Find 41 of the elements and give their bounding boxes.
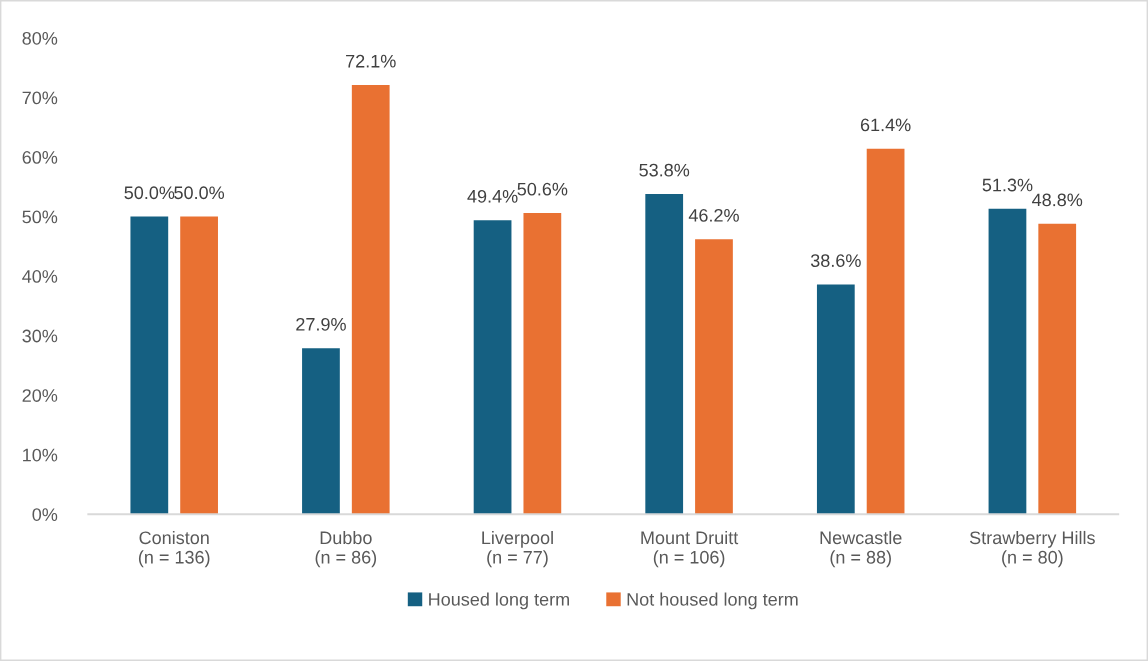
data-label: 50.6%: [517, 182, 568, 196]
y-tick-label: 0%: [32, 508, 58, 521]
y-tick-label: 10%: [23, 448, 58, 462]
y-tick-label: 80%: [22, 31, 58, 45]
data-label: 46.2%: [688, 208, 739, 222]
y-tick-label: 60%: [22, 151, 58, 164]
x-tick-label: Mount Druitt (n = 106): [641, 530, 739, 568]
bar: [645, 193, 684, 515]
y-tick-label: 40%: [22, 270, 58, 283]
bar: [816, 284, 855, 515]
y-tick-label: 20%: [22, 389, 58, 402]
bar: [695, 239, 733, 515]
data-label: 61.4%: [860, 118, 911, 132]
data-label: 50.0%: [124, 186, 175, 200]
x-tick-label: Coniston (n = 136): [138, 530, 210, 568]
data-label: 72.1%: [346, 54, 396, 68]
x-tick-label: Strawberry Hills (n = 80): [969, 530, 1095, 568]
data-label: 49.4%: [467, 189, 518, 203]
bar: [180, 216, 218, 515]
bar: [988, 208, 1027, 515]
bar: [473, 220, 512, 515]
y-tick-label: 70%: [22, 91, 58, 105]
data-label: 51.3%: [982, 178, 1033, 192]
legend-label: Housed long term: [429, 592, 569, 610]
x-tick-label: Dubbo (n = 86): [315, 530, 377, 568]
bar: [866, 148, 905, 515]
legend-label: Not housed long term: [627, 592, 798, 610]
data-label: 48.8%: [1032, 193, 1083, 207]
x-tick-label: Newcastle (n = 88): [820, 530, 902, 568]
data-label: 53.8%: [639, 163, 690, 177]
data-label: 38.6%: [810, 254, 861, 268]
y-tick-label: 50%: [22, 210, 58, 224]
bar: [351, 85, 390, 515]
bar: [302, 348, 340, 515]
x-tick-label: Liverpool (n = 77): [482, 530, 553, 568]
data-label: 27.9%: [296, 317, 346, 331]
bar: [523, 213, 562, 515]
y-tick-label: 30%: [22, 329, 58, 343]
bar: [1038, 223, 1077, 515]
data-label: 50.0%: [174, 186, 225, 200]
bar: [130, 216, 169, 515]
